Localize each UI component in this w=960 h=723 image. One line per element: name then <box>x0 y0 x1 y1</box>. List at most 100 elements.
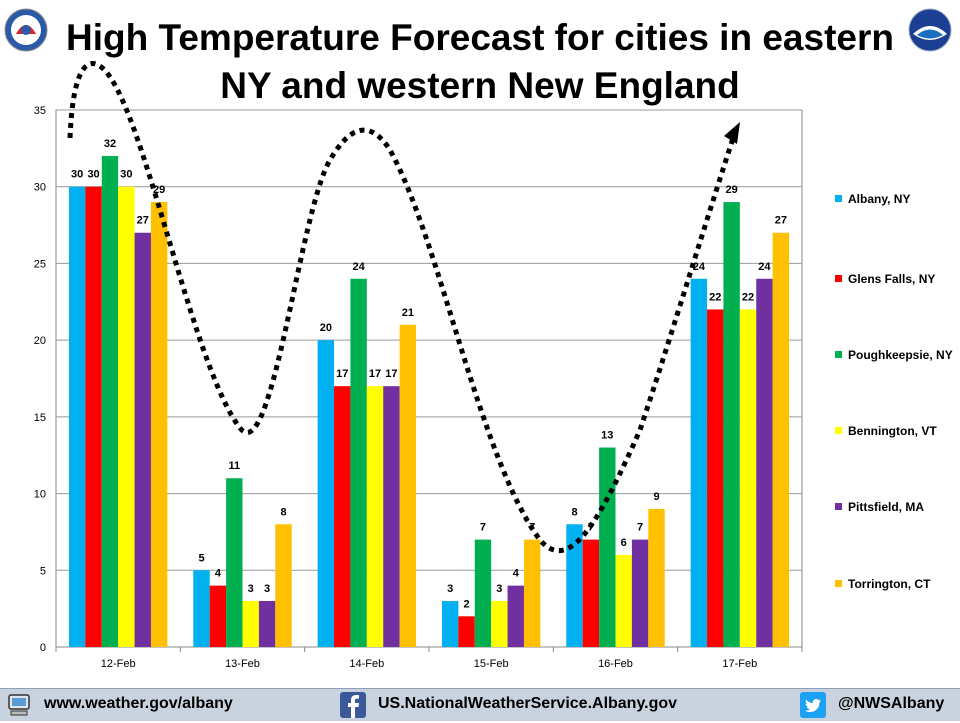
bar <box>242 600 259 647</box>
data-label: 24 <box>693 261 706 273</box>
website-link[interactable]: www.weather.gov/albany <box>44 695 233 712</box>
data-label: 6 <box>621 537 627 549</box>
data-label: 17 <box>336 368 348 380</box>
bar <box>399 324 417 647</box>
bar <box>366 386 384 647</box>
noaa-logo <box>908 8 952 52</box>
bar <box>441 600 459 647</box>
data-label: 30 <box>71 169 83 181</box>
bar <box>707 309 724 647</box>
footer-facebook[interactable]: US.NationalWeatherService.Albany.gov <box>340 689 720 721</box>
bar <box>615 554 632 647</box>
bar <box>599 447 616 647</box>
data-label: 3 <box>248 583 254 595</box>
y-tick-label: 30 <box>34 182 46 194</box>
legend-swatch <box>835 351 842 358</box>
bar <box>350 278 367 647</box>
y-tick-label: 15 <box>34 412 46 424</box>
trend-wave-annotation <box>67 61 738 554</box>
bar <box>258 600 276 647</box>
legend-label: Pittsfield, MA <box>848 500 925 514</box>
bar <box>690 278 708 647</box>
x-tick-label: 12-Feb <box>101 658 136 670</box>
legend-swatch <box>835 195 842 202</box>
legend-swatch <box>835 427 842 434</box>
bar <box>118 186 135 647</box>
bar <box>150 202 168 648</box>
bar <box>68 186 86 647</box>
data-label: 9 <box>653 491 659 503</box>
y-tick-label: 10 <box>34 489 46 501</box>
data-label: 32 <box>104 138 116 150</box>
bar <box>226 478 243 647</box>
y-tick-label: 0 <box>40 642 46 654</box>
x-tick-label: 13-Feb <box>225 658 260 670</box>
legend-label: Albany, NY <box>848 192 911 206</box>
bar <box>334 386 351 647</box>
bar <box>474 539 492 647</box>
data-label: 3 <box>447 583 453 595</box>
footer-website[interactable]: www.weather.gov/albany <box>6 689 266 721</box>
facebook-link[interactable]: US.NationalWeatherService.Albany.gov <box>378 695 678 712</box>
data-label: 30 <box>120 169 132 181</box>
data-label: 3 <box>496 583 502 595</box>
x-tick-label: 16-Feb <box>598 658 633 670</box>
data-label: 22 <box>709 291 721 303</box>
legend-label: Poughkeepsie, NY <box>848 348 953 362</box>
bar <box>85 186 102 647</box>
y-tick-label: 35 <box>34 105 46 117</box>
bar <box>631 539 649 647</box>
bar <box>507 585 524 647</box>
data-label: 13 <box>601 430 613 442</box>
footer-twitter[interactable]: @NWSAlbany <box>800 689 956 721</box>
bar <box>275 524 292 647</box>
bar <box>723 202 740 648</box>
data-label: 11 <box>228 460 240 472</box>
data-label: 17 <box>369 368 381 380</box>
data-label: 7 <box>480 522 486 534</box>
legend-swatch <box>835 503 842 510</box>
data-label: 29 <box>726 184 738 196</box>
title-line-2: NY and western New England <box>220 65 740 106</box>
data-label: 17 <box>385 368 397 380</box>
data-label: 27 <box>775 215 787 227</box>
bar <box>134 232 151 647</box>
bar <box>209 585 227 647</box>
x-tick-label: 15-Feb <box>474 658 509 670</box>
data-label: 8 <box>571 506 577 518</box>
data-label: 20 <box>320 322 332 334</box>
twitter-icon <box>800 692 826 718</box>
data-label: 24 <box>758 261 771 273</box>
computer-icon <box>6 692 32 718</box>
data-label: 30 <box>87 169 99 181</box>
x-tick-label: 17-Feb <box>722 658 757 670</box>
y-tick-label: 25 <box>34 258 46 270</box>
data-label: 22 <box>742 291 754 303</box>
legend-swatch <box>835 275 842 282</box>
facebook-icon <box>340 692 366 718</box>
data-label: 4 <box>215 568 222 580</box>
x-tick-label: 14-Feb <box>349 658 384 670</box>
data-label: 5 <box>198 552 204 564</box>
bar <box>648 508 665 647</box>
bar <box>756 278 773 647</box>
footer-bar: www.weather.gov/albany US.NationalWeathe… <box>0 688 960 721</box>
legend-label: Glens Falls, NY <box>848 272 936 286</box>
bar <box>317 340 335 647</box>
data-label: 7 <box>637 522 643 534</box>
plot-area <box>55 109 803 648</box>
bar <box>739 309 757 647</box>
y-tick-label: 20 <box>34 335 46 347</box>
bar <box>582 539 600 647</box>
chart-title: High Temperature Forecast for cities in … <box>40 14 920 110</box>
twitter-link[interactable]: @NWSAlbany <box>838 695 945 712</box>
legend-label: Torrington, CT <box>848 577 931 591</box>
bar <box>772 232 790 647</box>
bar <box>491 600 508 647</box>
data-label: 8 <box>280 506 286 518</box>
bar <box>383 386 400 647</box>
legend-label: Bennington, VT <box>848 424 937 438</box>
data-label: 3 <box>264 583 270 595</box>
bar <box>193 570 210 647</box>
